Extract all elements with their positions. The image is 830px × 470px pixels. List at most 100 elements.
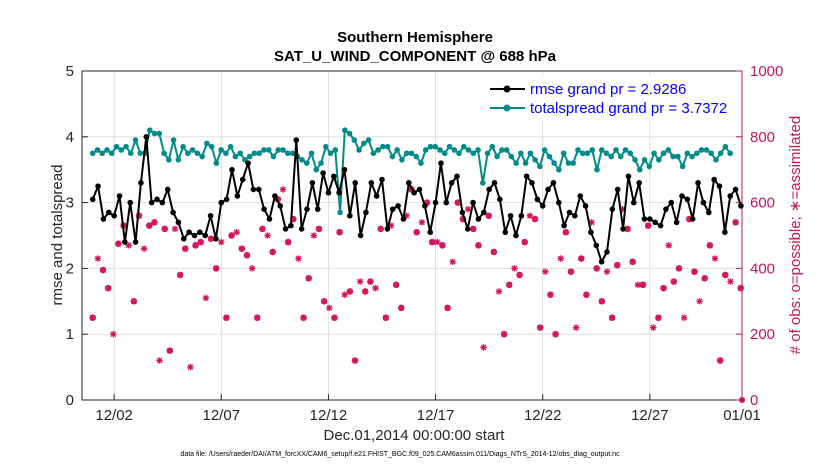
obs-point bbox=[675, 265, 683, 272]
spread-point bbox=[156, 130, 163, 137]
obs-point bbox=[464, 205, 472, 213]
obs-point bbox=[557, 255, 564, 262]
rmse-point bbox=[293, 137, 300, 143]
rmse-point bbox=[379, 176, 385, 183]
spread-point bbox=[480, 180, 486, 186]
obs-point bbox=[706, 242, 714, 249]
spread-point bbox=[132, 137, 139, 143]
obs-possible-circle bbox=[598, 298, 606, 305]
rmse-point bbox=[422, 203, 428, 209]
rmse-point bbox=[513, 232, 519, 239]
rmse-point bbox=[502, 229, 509, 236]
rmse-point bbox=[341, 166, 348, 173]
obs-point bbox=[475, 242, 482, 249]
spread-point bbox=[598, 147, 605, 153]
obs-asterisk-stroke bbox=[218, 239, 225, 245]
x-axis: 12/02 12/07 12/12 12/17 12/22 12/27 01/01 bbox=[95, 394, 761, 424]
obs-possible-circle bbox=[691, 268, 698, 275]
spread-point bbox=[99, 150, 106, 157]
obs-possible-circle bbox=[315, 225, 323, 233]
obs-possible-circle bbox=[320, 298, 328, 305]
chart-title: Southern Hemisphere bbox=[337, 29, 493, 46]
spread-point bbox=[560, 150, 567, 157]
rmse-point bbox=[470, 199, 476, 206]
data-file-footnote: data file: /Users/raeder/DAI/ATM_forcXX/… bbox=[180, 451, 620, 458]
obs-point bbox=[449, 258, 456, 266]
y-axis-left: 0 1 2 3 4 5 bbox=[66, 63, 88, 409]
obs-point bbox=[110, 331, 117, 338]
spread-point bbox=[175, 157, 182, 163]
rmse-point bbox=[459, 209, 466, 216]
spread-point bbox=[218, 147, 224, 153]
obs-point bbox=[254, 314, 261, 321]
rmse-point bbox=[148, 199, 155, 206]
obs-asterisk-stroke bbox=[634, 281, 641, 288]
obs-point bbox=[89, 314, 96, 321]
y-axis-right-label: # of obs: o=possible; ∗=assimilated bbox=[787, 116, 804, 355]
obs-asterisk-stroke bbox=[526, 212, 533, 219]
rmse-point bbox=[368, 180, 375, 186]
spread-point bbox=[722, 143, 729, 150]
spread-point bbox=[213, 160, 220, 166]
rmse-point bbox=[164, 186, 171, 193]
y-left-tick-label: 4 bbox=[66, 129, 74, 146]
rmse-point bbox=[197, 229, 203, 236]
rmse-point bbox=[218, 199, 225, 206]
rmse-point bbox=[523, 173, 530, 180]
rmse-point bbox=[722, 229, 728, 236]
spread-point bbox=[194, 150, 201, 157]
spread-point bbox=[594, 166, 600, 173]
spread-point bbox=[675, 153, 681, 160]
spread-point bbox=[627, 150, 634, 157]
rmse-series bbox=[89, 134, 744, 265]
obs-possible-circle bbox=[737, 284, 744, 292]
spread-point bbox=[418, 160, 424, 166]
spread-point bbox=[603, 150, 610, 157]
spread-point bbox=[351, 137, 358, 143]
spread-point bbox=[189, 147, 196, 153]
x-tick-label: 12/02 bbox=[95, 407, 133, 424]
obs-point bbox=[182, 245, 189, 252]
obs-point bbox=[655, 314, 662, 321]
rmse-point bbox=[641, 216, 648, 222]
spread-point bbox=[584, 150, 591, 157]
obs-point bbox=[341, 291, 348, 298]
rmse-point bbox=[363, 209, 369, 216]
obs-series bbox=[89, 186, 745, 403]
y-right-tick-label: 0 bbox=[750, 392, 758, 409]
obs-point bbox=[140, 245, 148, 252]
rmse-point bbox=[266, 216, 273, 222]
obs-point bbox=[711, 255, 719, 262]
spread-point bbox=[556, 166, 562, 173]
rmse-point bbox=[486, 186, 492, 193]
spread-point bbox=[689, 153, 695, 160]
obs-possible-circle bbox=[413, 229, 420, 236]
spread-point bbox=[527, 150, 534, 157]
obs-possible-circle bbox=[362, 288, 369, 295]
obs-possible-circle bbox=[331, 314, 338, 321]
rmse-point bbox=[154, 196, 160, 203]
obs-point bbox=[531, 215, 539, 223]
obs-possible-circle bbox=[146, 222, 153, 229]
obs-possible-circle bbox=[706, 242, 714, 249]
obs-point bbox=[305, 275, 312, 282]
spread-point bbox=[147, 127, 153, 134]
obs-asterisk-stroke bbox=[326, 305, 333, 311]
obs-point bbox=[99, 266, 107, 274]
obs-point bbox=[547, 291, 554, 298]
rmse-point bbox=[261, 206, 267, 212]
legend-spread-marker bbox=[503, 104, 511, 112]
spread-point bbox=[651, 150, 657, 157]
spread-point bbox=[185, 150, 191, 157]
rmse-point bbox=[288, 222, 294, 229]
obs-point bbox=[392, 281, 400, 289]
obs-possible-circle bbox=[176, 271, 184, 279]
y-right-tick-label: 600 bbox=[750, 195, 775, 212]
spread-point bbox=[499, 147, 505, 153]
y-right-tick-label: 1000 bbox=[750, 63, 783, 80]
spread-point bbox=[346, 130, 353, 137]
obs-point bbox=[614, 261, 621, 269]
spread-point bbox=[227, 143, 234, 150]
x-tick-label: 12/07 bbox=[203, 407, 241, 424]
rmse-point bbox=[282, 226, 289, 232]
